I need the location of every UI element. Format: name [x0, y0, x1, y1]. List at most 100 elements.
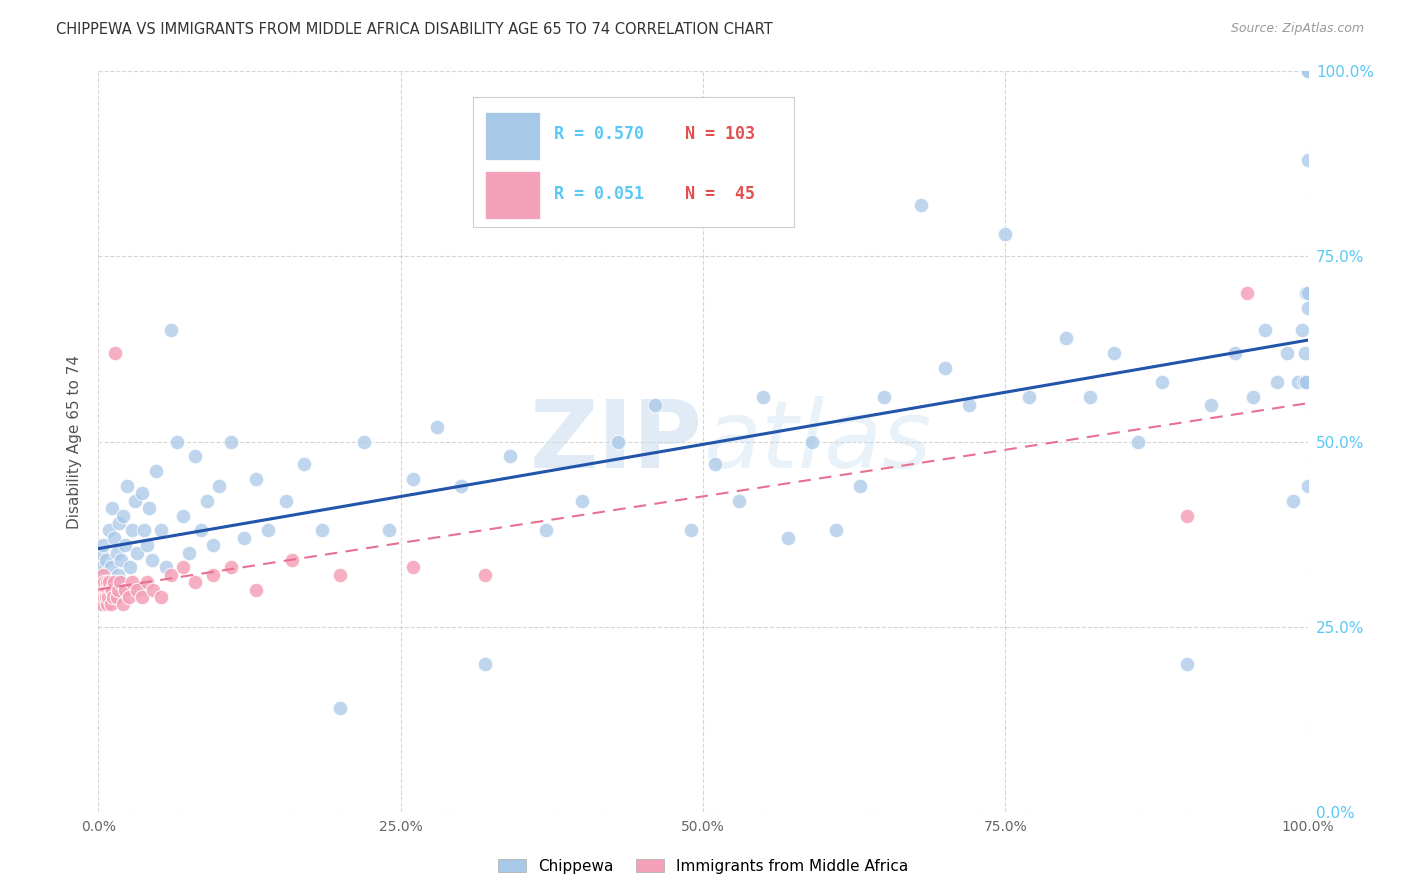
Point: [90, 590, 112, 604]
Point: [1018, 390, 1040, 404]
Text: N =  45: N = 45: [685, 185, 755, 202]
Point: [245, 471, 267, 485]
Point: [849, 479, 872, 493]
Point: [100, 501, 122, 516]
Point: [1292, 376, 1315, 390]
Point: [160, 324, 183, 338]
Point: [1296, 479, 1319, 493]
Point: [1296, 286, 1319, 301]
Point: [245, 582, 267, 597]
Text: ZIP: ZIP: [530, 395, 703, 488]
Point: [377, 524, 399, 538]
Text: R = 0.570: R = 0.570: [554, 125, 644, 144]
Point: [104, 590, 127, 604]
Point: [221, 560, 243, 574]
Point: [256, 524, 278, 538]
Point: [104, 345, 127, 359]
Point: [127, 546, 149, 560]
Point: [1295, 286, 1317, 301]
Point: [93, 575, 115, 590]
Point: [96, 575, 118, 590]
Point: [1102, 345, 1125, 359]
Point: [607, 434, 630, 449]
Point: [89, 582, 111, 597]
Point: [202, 538, 225, 552]
Point: [776, 531, 799, 545]
Point: [94, 553, 117, 567]
Point: [474, 657, 496, 671]
Point: [281, 553, 304, 567]
Point: [166, 434, 188, 449]
Point: [752, 390, 775, 404]
Point: [728, 493, 751, 508]
Point: [142, 582, 165, 597]
Point: [114, 582, 136, 597]
Point: [89, 567, 111, 582]
Point: [1296, 301, 1319, 316]
Point: [1175, 508, 1198, 523]
Point: [498, 450, 520, 464]
Point: [91, 575, 114, 590]
Point: [426, 419, 449, 434]
Point: [311, 524, 333, 538]
Point: [91, 538, 114, 552]
Point: [474, 567, 496, 582]
Point: [190, 524, 212, 538]
Point: [107, 582, 129, 597]
Point: [134, 524, 156, 538]
Point: [150, 524, 173, 538]
Point: [1054, 331, 1077, 345]
Point: [704, 457, 727, 471]
Point: [101, 582, 124, 597]
Point: [195, 493, 218, 508]
Point: [160, 567, 183, 582]
FancyBboxPatch shape: [474, 97, 793, 227]
Text: atlas: atlas: [703, 396, 931, 487]
Point: [825, 524, 848, 538]
Point: [155, 560, 177, 574]
Point: [1282, 493, 1305, 508]
Text: R = 0.051: R = 0.051: [554, 185, 644, 202]
Point: [105, 590, 128, 604]
Point: [1223, 345, 1246, 359]
Point: [1078, 390, 1101, 404]
Point: [97, 582, 120, 597]
Point: [202, 567, 225, 582]
Bar: [485, 171, 540, 219]
Point: [208, 479, 231, 493]
Y-axis label: Disability Age 65 to 74: Disability Age 65 to 74: [66, 354, 82, 529]
Point: [93, 598, 115, 612]
Point: [128, 582, 150, 597]
Point: [121, 575, 143, 590]
Point: [141, 553, 163, 567]
Point: [145, 464, 167, 478]
Point: [98, 524, 121, 538]
Point: [121, 524, 143, 538]
Point: [934, 360, 956, 375]
Text: N = 103: N = 103: [685, 125, 755, 144]
Point: [1175, 657, 1198, 671]
Point: [1199, 398, 1222, 412]
Point: [93, 590, 115, 604]
Legend: Chippewa, Immigrants from Middle Africa: Chippewa, Immigrants from Middle Africa: [492, 853, 914, 880]
Point: [91, 560, 114, 574]
Point: [118, 590, 141, 604]
Point: [910, 197, 932, 211]
Point: [118, 560, 141, 574]
Point: [135, 538, 157, 552]
Point: [111, 598, 134, 612]
Point: [100, 560, 122, 574]
Point: [534, 524, 557, 538]
Point: [172, 560, 194, 574]
Point: [1267, 376, 1289, 390]
Point: [292, 457, 315, 471]
Point: [131, 486, 153, 500]
Point: [135, 575, 157, 590]
Point: [402, 560, 425, 574]
Point: [103, 531, 125, 545]
Point: [91, 582, 114, 597]
Point: [124, 493, 146, 508]
Text: Source: ZipAtlas.com: Source: ZipAtlas.com: [1230, 22, 1364, 36]
Point: [101, 590, 124, 604]
Point: [644, 398, 666, 412]
